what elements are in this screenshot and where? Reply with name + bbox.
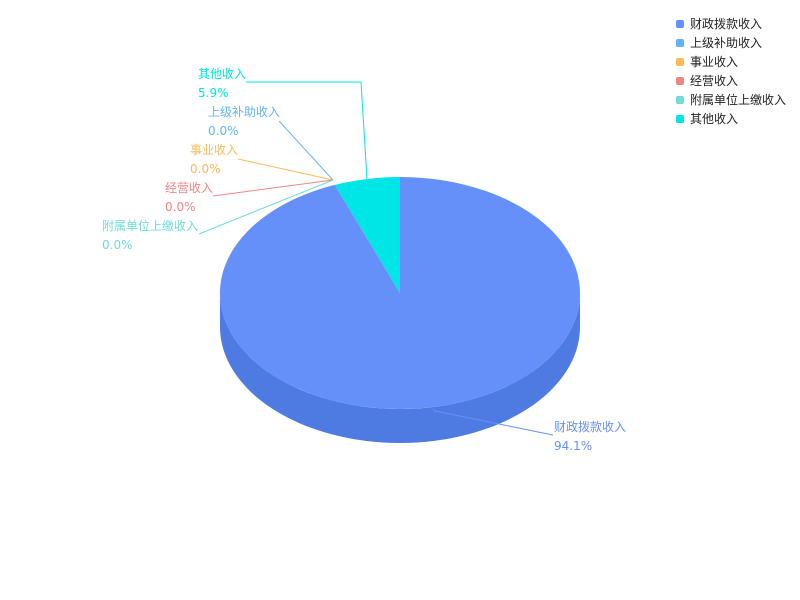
- legend-item[interactable]: 附属单位上缴收入: [676, 90, 786, 109]
- legend-swatch: [676, 114, 684, 123]
- label-1: 上级补助收入 0.0%: [208, 105, 281, 138]
- label-4: 附属单位上缴收入 0.0%: [102, 219, 199, 252]
- leader-line-2: [237, 158, 334, 181]
- legend-swatch: [676, 38, 684, 47]
- leader-line-1: [278, 120, 334, 181]
- legend-item[interactable]: 其他收入: [676, 109, 786, 128]
- leader-line-0: [432, 408, 554, 436]
- pie-slice-0[interactable]: [220, 177, 581, 409]
- legend-label: 其他收入: [690, 112, 739, 126]
- legend: 财政拨款收入 上级补助收入 事业收入 经营收入 附属单位上缴收入 其他收入: [676, 14, 786, 128]
- pie-side: [220, 293, 580, 443]
- leader-line-4: [198, 179, 334, 235]
- legend-item[interactable]: 上级补助收入: [676, 33, 786, 52]
- label-3: 经营收入 0.0%: [165, 181, 214, 214]
- legend-label: 上级补助收入: [690, 36, 763, 50]
- label-5: 其他收入 5.9%: [198, 67, 247, 100]
- label-0: 财政拨款收入 94.1%: [554, 420, 627, 453]
- leader-line-5: [246, 81, 368, 180]
- legend-swatch: [676, 57, 684, 66]
- legend-label: 经营收入: [690, 74, 739, 88]
- legend-swatch: [676, 19, 684, 28]
- legend-swatch: [676, 76, 684, 85]
- legend-label: 财政拨款收入: [690, 17, 763, 31]
- legend-item[interactable]: 经营收入: [676, 71, 786, 90]
- label-2: 事业收入 0.0%: [190, 143, 239, 176]
- legend-label: 附属单位上缴收入: [690, 93, 787, 107]
- legend-label: 事业收入: [690, 55, 739, 69]
- legend-swatch: [676, 95, 684, 104]
- leader-line-3: [212, 179, 334, 197]
- legend-item[interactable]: 事业收入: [676, 52, 786, 71]
- legend-item[interactable]: 财政拨款收入: [676, 14, 786, 33]
- pie-slice-5[interactable]: [334, 177, 400, 293]
